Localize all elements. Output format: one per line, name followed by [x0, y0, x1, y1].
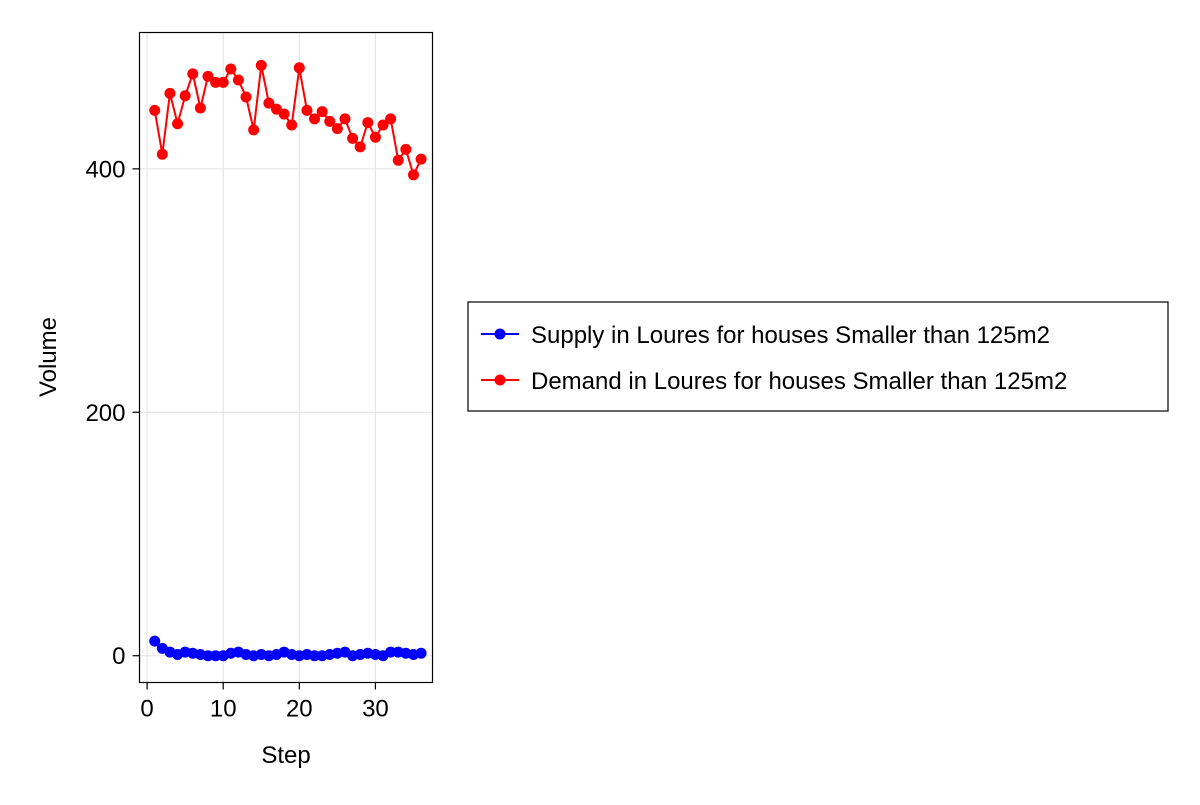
plot-frame: [138, 31, 434, 684]
series-supply-point: [385, 646, 397, 658]
series-supply-point: [202, 650, 214, 662]
series-demand-point: [286, 119, 298, 131]
legend-supply-label: Supply in Loures for houses Smaller than…: [531, 322, 1050, 349]
series-demand-point: [172, 118, 184, 130]
legend-entry-demand: Demand in Loures for houses Smaller than…: [481, 368, 1067, 395]
series-demand-point: [392, 154, 404, 166]
series-demand-point: [369, 131, 381, 143]
legend-demand-label: Demand in Loures for houses Smaller than…: [531, 368, 1067, 395]
series-demand-point: [278, 108, 290, 120]
series-supply-point: [415, 647, 427, 659]
y-tick-label: 200: [85, 400, 125, 427]
series-supply-point: [309, 650, 321, 662]
series-demand-point: [149, 104, 161, 116]
axis-layer: 0 10 20 30 0 200 400: [85, 156, 388, 722]
series-supply-point: [210, 650, 222, 662]
x-tick-label: 10: [210, 696, 237, 723]
series-demand-point: [354, 141, 366, 153]
y-tick-label: 0: [112, 643, 125, 670]
legend-supply-marker: [494, 328, 506, 340]
series-demand-point: [316, 106, 328, 118]
x-tick-label: 30: [362, 696, 389, 723]
x-axis-label: Step: [261, 742, 310, 769]
series-demand-point: [248, 124, 260, 136]
x-tick-label: 0: [140, 696, 153, 723]
series-demand-point: [210, 76, 222, 88]
x-tick-label: 20: [286, 696, 313, 723]
series-demand-point: [202, 70, 214, 82]
legend: Supply in Loures for houses Smaller than…: [467, 301, 1169, 412]
series-demand-point: [324, 115, 336, 127]
series-demand-point: [240, 91, 252, 103]
series-demand-point: [331, 123, 343, 135]
series-demand-point: [377, 119, 389, 131]
series-demand-point: [217, 76, 229, 88]
series-demand-point: [156, 148, 168, 160]
series-supply-point: [149, 635, 161, 647]
legend-box: [467, 301, 1169, 412]
legend-entry-supply: Supply in Loures for houses Smaller than…: [481, 322, 1050, 349]
series-demand-point: [400, 143, 412, 155]
series-demand-point: [385, 113, 397, 125]
series-demand-point: [263, 97, 275, 109]
series-demand-point: [164, 87, 176, 99]
series-demand-point: [309, 113, 321, 125]
y-axis-label: Volume: [35, 317, 62, 397]
y-tick-label: 400: [85, 156, 125, 183]
legend-demand-marker: [494, 374, 506, 386]
grid-layer: [139, 32, 433, 683]
series-demand-point: [232, 74, 244, 86]
series-supply: [149, 635, 427, 662]
series-demand-point: [187, 68, 199, 80]
series-demand: [149, 59, 427, 181]
series-demand-point: [301, 104, 313, 116]
series-demand-point: [347, 132, 359, 144]
series-layer: [149, 59, 427, 662]
series-demand-point: [179, 90, 191, 102]
series-demand-point: [225, 63, 237, 75]
series-demand-point: [255, 59, 267, 71]
series-demand-point: [415, 153, 427, 165]
series-demand-point: [194, 102, 206, 114]
series-demand-point: [293, 62, 305, 74]
series-demand-point: [339, 113, 351, 125]
series-demand-point: [362, 117, 374, 129]
series-demand-point: [407, 169, 419, 181]
